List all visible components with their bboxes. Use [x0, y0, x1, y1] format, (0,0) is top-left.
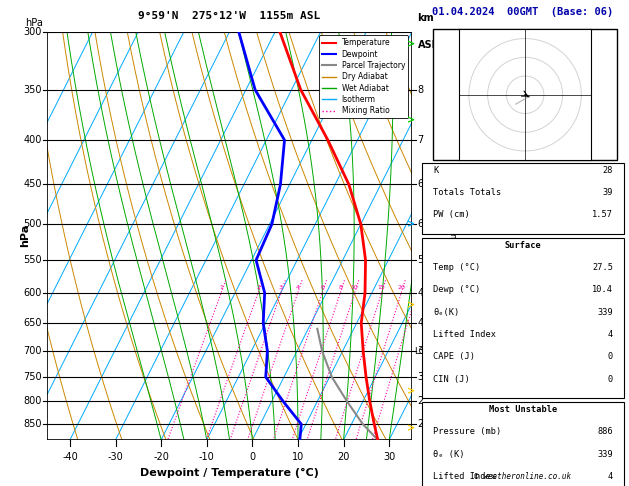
Text: θₑ(K): θₑ(K) [433, 308, 459, 317]
Text: -20: -20 [153, 452, 169, 462]
Text: 400: 400 [23, 135, 42, 145]
Text: 2: 2 [418, 397, 424, 406]
Text: θₑ (K): θₑ (K) [433, 450, 464, 459]
Text: >: > [407, 424, 415, 434]
Text: Totals Totals: Totals Totals [433, 188, 501, 197]
Text: 0: 0 [608, 375, 613, 384]
Text: 30: 30 [383, 452, 395, 462]
Text: 886: 886 [598, 427, 613, 436]
Text: Temp (°C): Temp (°C) [433, 263, 480, 272]
Text: 4: 4 [418, 288, 423, 298]
Text: 9°59'N  275°12'W  1155m ASL: 9°59'N 275°12'W 1155m ASL [138, 11, 321, 21]
Text: 0: 0 [608, 352, 613, 362]
Bar [423, 163, 623, 234]
Text: LCL: LCL [415, 347, 430, 355]
Text: 8: 8 [338, 285, 342, 291]
Text: -40: -40 [62, 452, 78, 462]
Text: 4: 4 [608, 330, 613, 339]
Text: CAPE (J): CAPE (J) [433, 352, 475, 362]
Text: 4: 4 [296, 285, 299, 291]
Text: K: K [433, 166, 438, 175]
Text: CIN (J): CIN (J) [433, 375, 470, 384]
Text: 2: 2 [418, 419, 424, 429]
Text: >: > [407, 300, 415, 310]
Text: 10.4: 10.4 [592, 285, 613, 295]
Text: Dewpoint / Temperature (°C): Dewpoint / Temperature (°C) [140, 469, 319, 479]
Text: Mixing Ratio (g/kg): Mixing Ratio (g/kg) [448, 216, 457, 296]
Text: 20: 20 [337, 452, 350, 462]
Text: 27.5: 27.5 [592, 263, 613, 272]
Text: >: > [407, 387, 415, 397]
Text: 6: 6 [418, 219, 423, 229]
Text: © weatheronline.co.uk: © weatheronline.co.uk [474, 472, 572, 481]
Legend: Temperature, Dewpoint, Parcel Trajectory, Dry Adiabat, Wet Adiabat, Isotherm, Mi: Temperature, Dewpoint, Parcel Trajectory… [319, 35, 408, 118]
Text: 4: 4 [418, 318, 423, 328]
Text: 6: 6 [320, 285, 324, 291]
Text: PW (cm): PW (cm) [433, 210, 470, 220]
Text: 550: 550 [23, 255, 42, 265]
Text: 339: 339 [598, 308, 613, 317]
Text: km: km [418, 14, 434, 23]
Text: 4: 4 [608, 472, 613, 481]
Bar [423, 402, 623, 486]
Text: 700: 700 [23, 346, 42, 356]
Text: 3: 3 [418, 372, 423, 382]
Text: 8: 8 [418, 85, 423, 95]
Text: 01.04.2024  00GMT  (Base: 06): 01.04.2024 00GMT (Base: 06) [432, 7, 614, 17]
Text: -30: -30 [108, 452, 123, 462]
Text: 39: 39 [603, 188, 613, 197]
Text: Lifted Index: Lifted Index [433, 330, 496, 339]
Text: 650: 650 [23, 318, 42, 328]
Text: >: > [407, 219, 415, 229]
Text: 6: 6 [418, 179, 423, 190]
Text: 450: 450 [23, 179, 42, 190]
Text: 300: 300 [23, 27, 42, 36]
Text: 1.57: 1.57 [592, 210, 613, 220]
Text: 28: 28 [603, 166, 613, 175]
Text: 339: 339 [598, 450, 613, 459]
Text: Surface: Surface [504, 241, 542, 250]
Text: >: > [407, 39, 415, 49]
Text: 600: 600 [23, 288, 42, 298]
Text: 350: 350 [23, 85, 42, 95]
Text: 500: 500 [23, 219, 42, 229]
Text: 0: 0 [249, 452, 255, 462]
Text: 1: 1 [219, 285, 223, 291]
Text: hPa: hPa [25, 17, 43, 28]
Text: 2: 2 [256, 285, 260, 291]
Text: 850: 850 [23, 419, 42, 429]
Bar [433, 29, 617, 160]
Text: Dewp (°C): Dewp (°C) [433, 285, 480, 295]
Text: 10: 10 [292, 452, 304, 462]
Text: 800: 800 [23, 397, 42, 406]
Text: Lifted Index: Lifted Index [433, 472, 496, 481]
Text: -10: -10 [199, 452, 214, 462]
Text: 15: 15 [377, 285, 386, 291]
Text: 10: 10 [351, 285, 359, 291]
Text: 7: 7 [418, 135, 424, 145]
Text: >: > [407, 116, 415, 126]
Text: ASL: ASL [418, 40, 438, 50]
Text: 3: 3 [279, 285, 283, 291]
Text: 5: 5 [418, 255, 424, 265]
Text: 3: 3 [418, 346, 423, 356]
Text: 20: 20 [398, 285, 405, 291]
Text: hPa: hPa [20, 224, 30, 247]
Text: kt: kt [435, 32, 445, 41]
Text: 750: 750 [23, 372, 42, 382]
Text: Pressure (mb): Pressure (mb) [433, 427, 501, 436]
Text: Most Unstable: Most Unstable [489, 405, 557, 414]
Bar [423, 238, 623, 398]
